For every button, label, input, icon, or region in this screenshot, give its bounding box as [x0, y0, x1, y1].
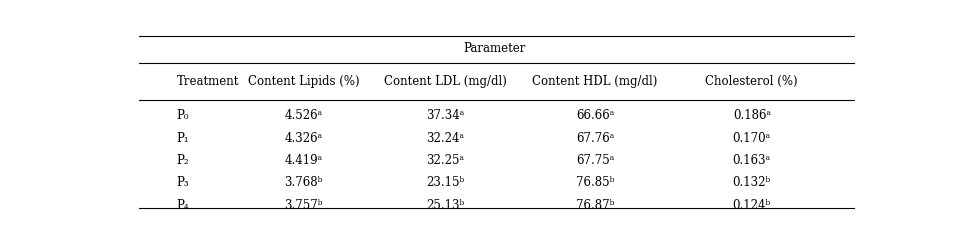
Text: 67.76ᵃ: 67.76ᵃ [576, 132, 614, 144]
Text: 67.75ᵃ: 67.75ᵃ [576, 154, 614, 167]
Text: P₄: P₄ [176, 199, 189, 212]
Text: 25.13ᵇ: 25.13ᵇ [426, 199, 465, 212]
Text: Content HDL (mg/dl): Content HDL (mg/dl) [532, 75, 657, 88]
Text: 37.34ᵃ: 37.34ᵃ [426, 109, 465, 122]
Text: Content LDL (mg/dl): Content LDL (mg/dl) [384, 75, 507, 88]
Text: P₁: P₁ [176, 132, 189, 144]
Text: 76.87ᵇ: 76.87ᵇ [576, 199, 614, 212]
Text: 0.124ᵇ: 0.124ᵇ [733, 199, 771, 212]
Text: Parameter: Parameter [463, 42, 525, 55]
Text: P₂: P₂ [176, 154, 189, 167]
Text: 0.132ᵇ: 0.132ᵇ [733, 176, 771, 189]
Text: 4.526ᵃ: 4.526ᵃ [284, 109, 323, 122]
Text: 23.15ᵇ: 23.15ᵇ [426, 176, 465, 189]
Text: 4.419ᵃ: 4.419ᵃ [284, 154, 323, 167]
Text: 0.163ᵃ: 0.163ᵃ [733, 154, 771, 167]
Text: 0.186ᵃ: 0.186ᵃ [733, 109, 771, 122]
Text: 0.170ᵃ: 0.170ᵃ [733, 132, 771, 144]
Text: Content Lipids (%): Content Lipids (%) [248, 75, 360, 88]
Text: 76.85ᵇ: 76.85ᵇ [576, 176, 614, 189]
Text: 3.768ᵇ: 3.768ᵇ [284, 176, 323, 189]
Text: 4.326ᵃ: 4.326ᵃ [284, 132, 323, 144]
Text: Treatment: Treatment [176, 75, 239, 88]
Text: P₀: P₀ [176, 109, 189, 122]
Text: 32.24ᵃ: 32.24ᵃ [426, 132, 465, 144]
Text: 66.66ᵃ: 66.66ᵃ [576, 109, 614, 122]
Text: 3.757ᵇ: 3.757ᵇ [284, 199, 323, 212]
Text: Cholesterol (%): Cholesterol (%) [706, 75, 798, 88]
Text: 32.25ᵃ: 32.25ᵃ [426, 154, 465, 167]
Text: P₃: P₃ [176, 176, 189, 189]
